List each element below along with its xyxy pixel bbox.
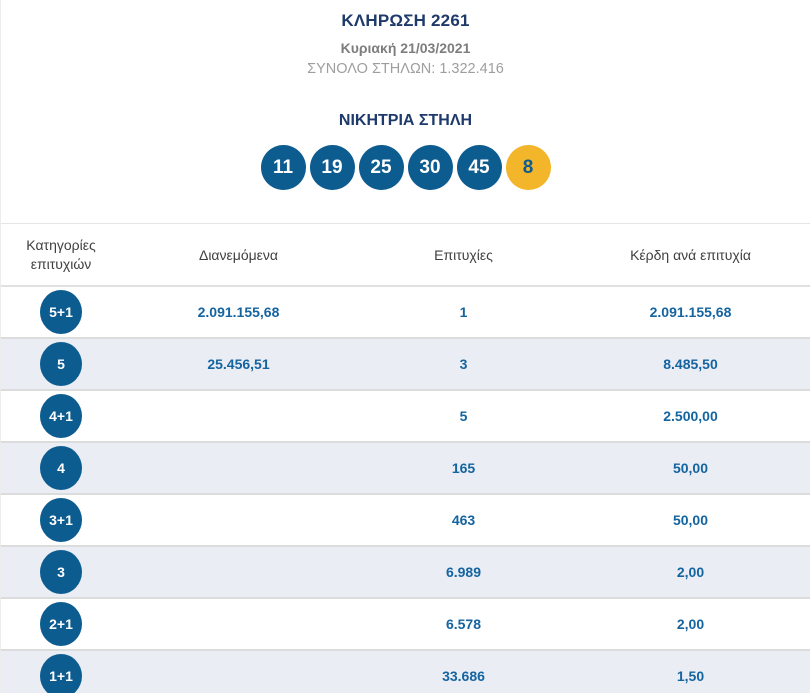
prize-cell: 50,00 [672,512,709,528]
table-row: 5+1 2.091.155,68 1 2.091.155,68 [1,287,810,339]
column-header-categories: Κατηγορίες επιτυχιών [26,236,96,272]
winning-column-title: ΝΙΚΗΤΡΙΑ ΣΤΗΛΗ [338,112,473,129]
table-header-row: Κατηγορίες επιτυχιών Διανεμόμενα Επιτυχί… [1,224,810,287]
table-row: 3 6.989 2,00 [1,547,810,599]
bonus-number-ball: 8 [505,145,551,190]
table-row: 4 165 50,00 [1,443,810,495]
winning-number-ball: 30 [407,145,453,190]
winners-cell: 1 [459,304,468,320]
prize-cell: 8.485,50 [663,356,718,372]
distributed-cell: 25.456,51 [207,356,270,372]
table-row: 1+1 33.686 1,50 [1,651,810,693]
column-header-winners: Επιτυχίες [434,246,493,263]
table-row: 4+1 5 2.500,00 [1,391,810,443]
category-cell: 3 [1,550,121,594]
prize-cell: 2.500,00 [663,408,718,424]
draw-date: Κυριακή 21/03/2021 [340,40,471,56]
winning-number-ball: 19 [309,145,355,190]
winning-numbers: 11 19 25 30 45 8 [1,145,810,190]
winning-number-ball: 11 [260,145,306,190]
winners-cell: 463 [451,512,476,528]
category-cell: 3+1 [1,498,121,542]
category-ball: 5 [40,342,82,386]
winners-cell: 6.578 [445,616,482,632]
winners-cell: 3 [459,356,468,372]
category-cell: 1+1 [1,654,121,693]
category-cell: 5+1 [1,290,121,334]
prize-cell: 50,00 [672,460,709,476]
draw-header: ΚΛΗΡΩΣΗ 2261 Κυριακή 21/03/2021 ΣΥΝΟΛΟ Σ… [1,0,810,77]
category-cell: 4 [1,446,121,490]
category-cell: 2+1 [1,602,121,646]
winning-number-ball: 45 [456,145,502,190]
prize-cell: 2,00 [676,616,705,632]
table-row: 5 25.456,51 3 8.485,50 [1,339,810,391]
table-row: 2+1 6.578 2,00 [1,599,810,651]
category-cell: 4+1 [1,394,121,438]
column-header-distributed: Διανεμόμενα [198,246,279,263]
prize-cell: 2.091.155,68 [649,304,732,320]
prize-cell: 1,50 [676,668,705,684]
results-table: Κατηγορίες επιτυχιών Διανεμόμενα Επιτυχί… [1,223,810,693]
category-ball: 3 [40,550,82,594]
winning-number-ball: 25 [358,145,404,190]
total-columns: ΣΥΝΟΛΟ ΣΤΗΛΩΝ: 1.322.416 [307,61,504,77]
category-ball: 3+1 [40,498,82,542]
column-header-prize: Κέρδη ανά επιτυχία [630,246,751,263]
category-ball: 2+1 [40,602,82,646]
prize-cell: 2,00 [676,564,705,580]
category-ball: 4+1 [40,394,82,438]
page-title: ΚΛΗΡΩΣΗ 2261 [341,11,470,30]
category-ball: 1+1 [40,654,82,693]
winners-cell: 165 [451,460,476,476]
table-body: 5+1 2.091.155,68 1 2.091.155,68 5 25.456,51 3 8… [1,287,810,693]
category-ball: 4 [40,446,82,490]
winners-cell: 33.686 [442,668,485,684]
table-row: 3+1 463 50,00 [1,495,810,547]
winning-column-section: ΝΙΚΗΤΡΙΑ ΣΤΗΛΗ 11 19 25 30 45 8 [1,112,810,190]
winners-cell: 6.989 [445,564,482,580]
distributed-cell: 2.091.155,68 [197,304,280,320]
category-ball: 5+1 [40,290,82,334]
winners-cell: 5 [459,408,468,424]
category-cell: 5 [1,342,121,386]
